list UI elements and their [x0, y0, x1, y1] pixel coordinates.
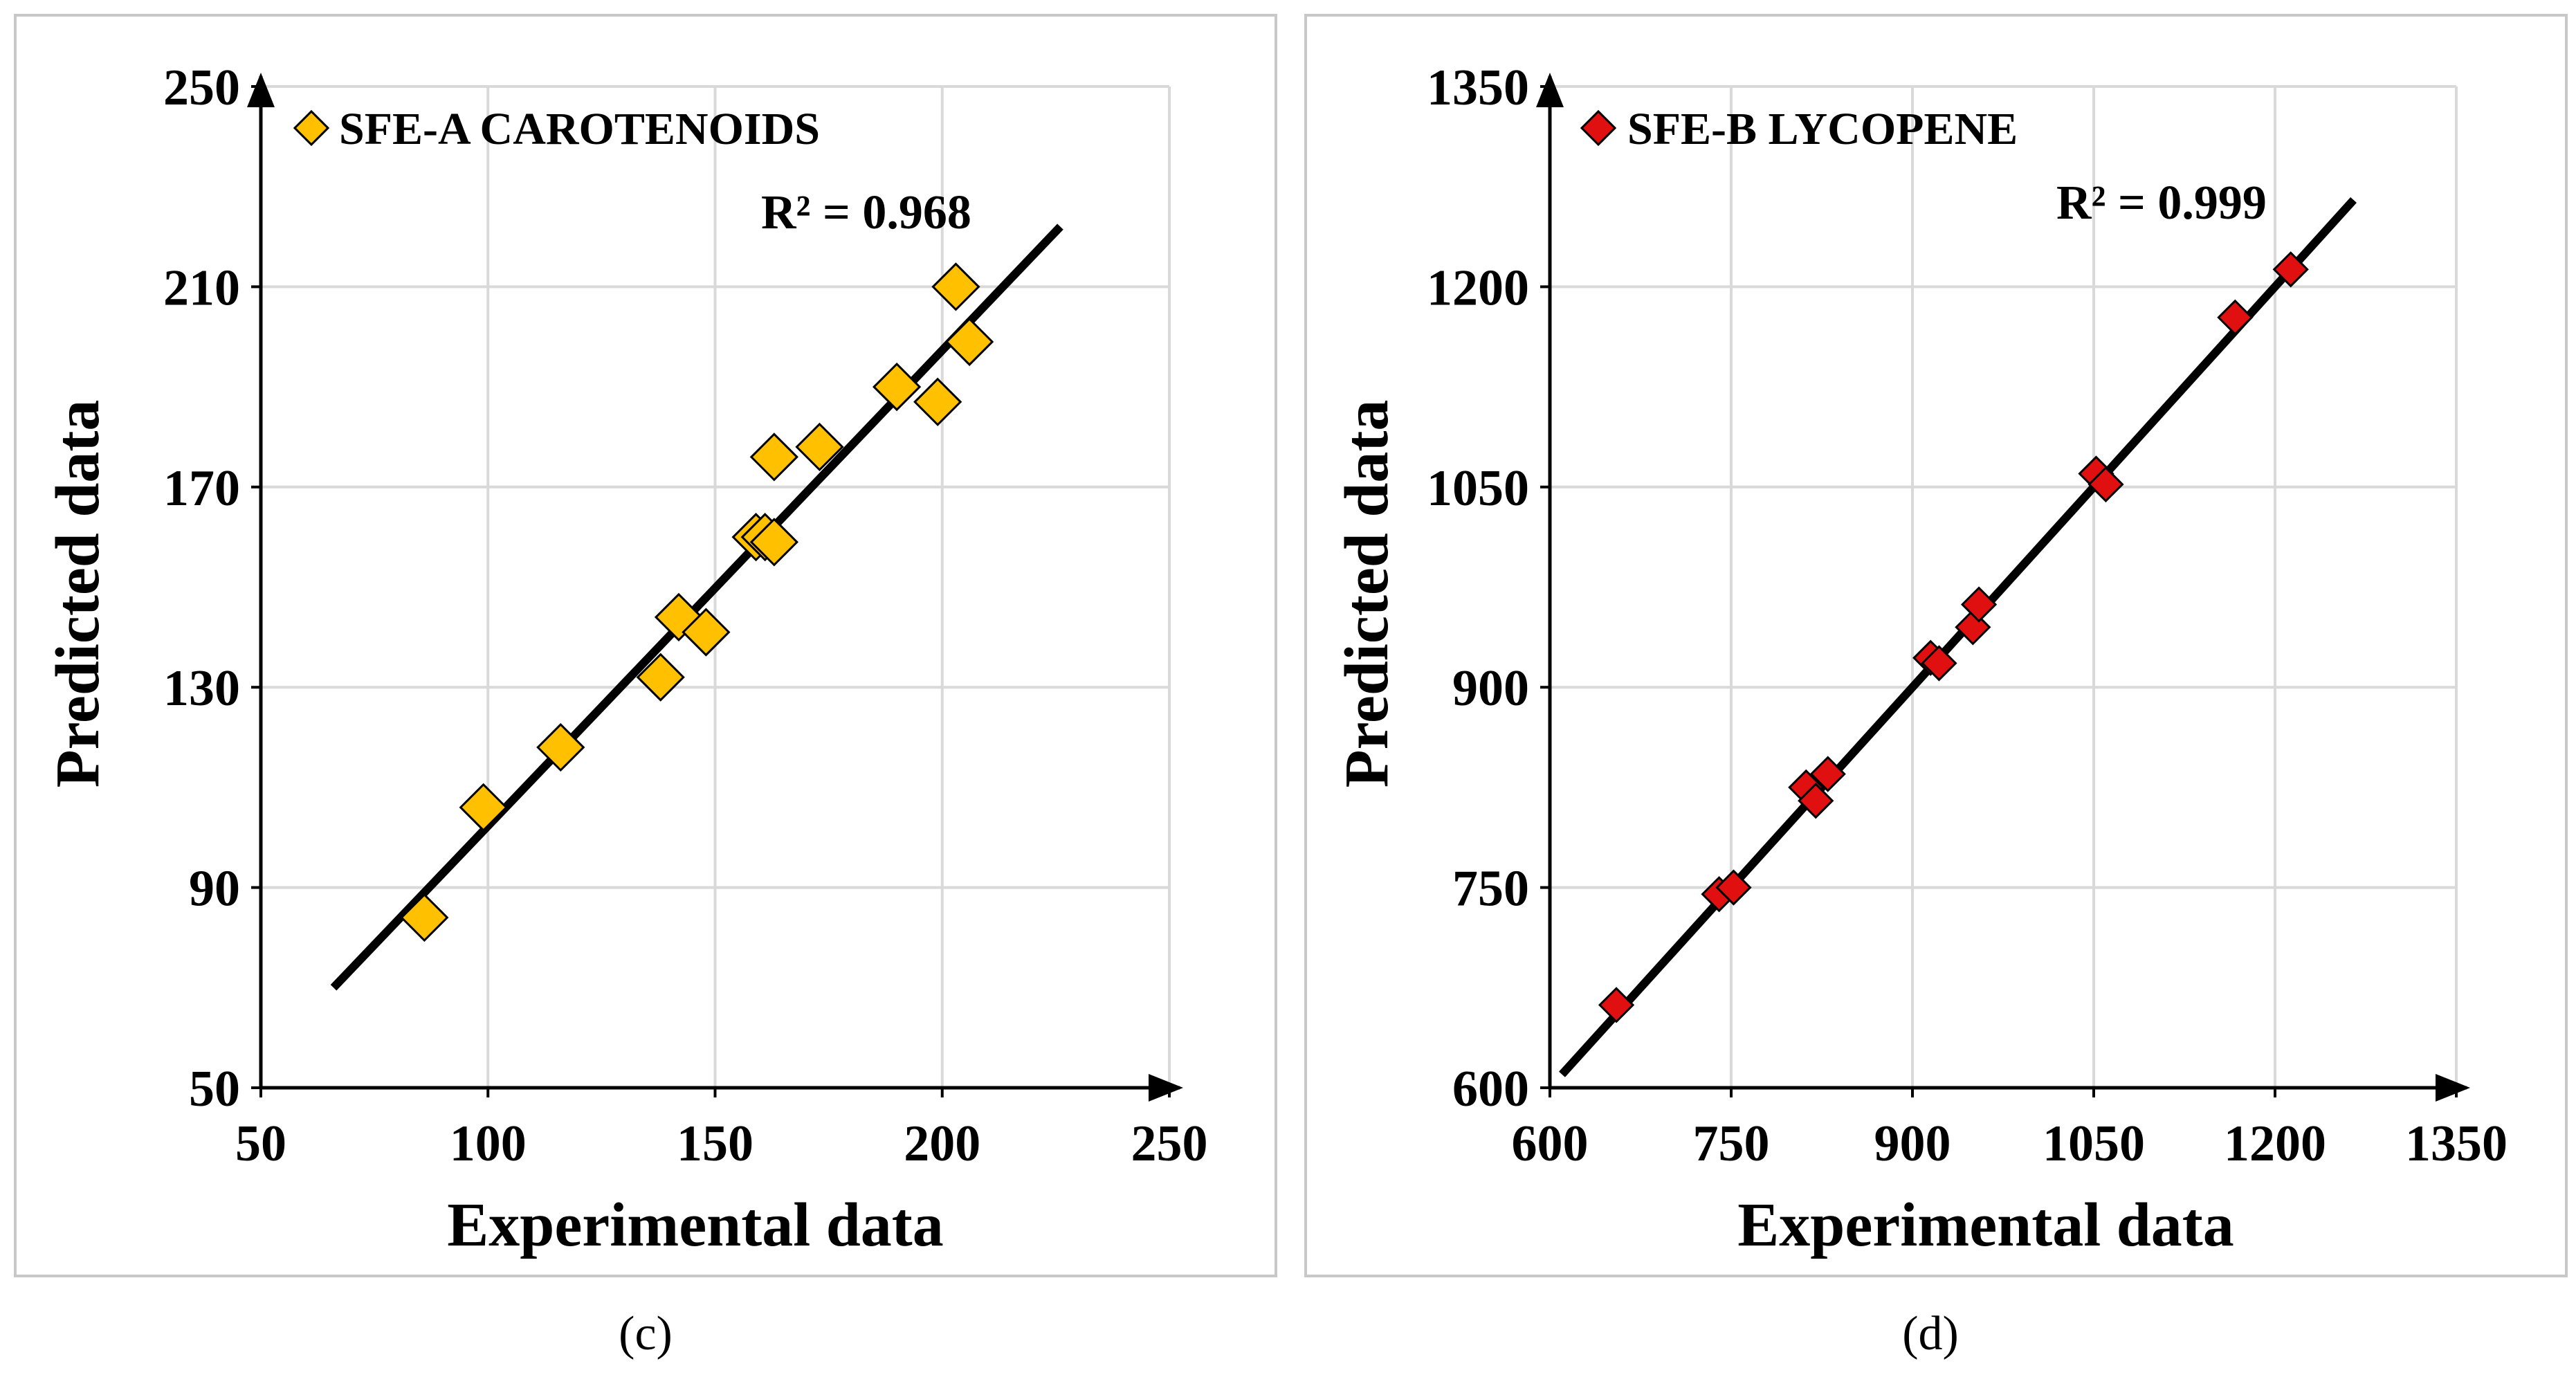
- panel-d-points: [1598, 251, 2309, 1023]
- trend-line: [1559, 197, 2357, 1077]
- panel-c-legend: SFE-A CAROTENOIDS: [293, 104, 820, 154]
- x-tick-label: 1200: [2224, 1115, 2326, 1172]
- legend-marker: [1580, 109, 1617, 147]
- panel-caption: (d): [1902, 1307, 1959, 1360]
- data-point: [1798, 783, 1834, 819]
- data-point: [1598, 987, 1635, 1023]
- x-axis-label: Experimental data: [447, 1191, 943, 1259]
- y-tick-label: 900: [1452, 660, 1529, 717]
- data-point: [1960, 586, 1998, 623]
- legend-label: SFE-B LYCOPENE: [1627, 104, 2018, 154]
- panel-d-legend: SFE-B LYCOPENE: [1580, 104, 2018, 154]
- y-axis-label: Predicted data: [44, 400, 112, 788]
- x-tick-label: 100: [450, 1115, 527, 1172]
- panel-d-tick-labels: 600 750 900 1050 1200 1350 600 750 900 1050 1200 13…: [1427, 60, 2508, 1172]
- y-tick-label: 50: [189, 1061, 240, 1118]
- data-point: [913, 377, 962, 426]
- y-tick-label: 170: [163, 460, 240, 517]
- data-point: [795, 422, 844, 472]
- x-tick-label: 1050: [2043, 1115, 2145, 1172]
- x-tick-label: 900: [1874, 1115, 1951, 1172]
- x-tick-label: 600: [1512, 1115, 1589, 1172]
- panel-d: 600 750 900 1050 1200 1350 600 750 900 1050 1200 13…: [1333, 60, 2508, 1360]
- data-point: [2088, 466, 2124, 503]
- panel-d-gridlines: [1550, 85, 2458, 1088]
- panel-d-axes: [1536, 73, 2470, 1102]
- panel-c-points: [400, 262, 994, 942]
- x-tick-label: 1350: [2405, 1115, 2508, 1172]
- x-tick-label: 200: [904, 1115, 980, 1172]
- y-tick-label: 1350: [1427, 60, 1529, 116]
- data-point: [459, 783, 508, 832]
- data-point: [2217, 299, 2254, 336]
- data-point: [931, 262, 980, 311]
- x-axis-label: Experimental data: [1737, 1191, 2234, 1259]
- panel-c-axes: [247, 73, 1183, 1102]
- panel-c: 50 100 150 200 250 50 90 130 170 210 250 SFE-A CAR…: [44, 60, 1208, 1360]
- legend-label: SFE-A CAROTENOIDS: [339, 104, 820, 154]
- y-tick-label: 750: [1452, 861, 1529, 918]
- r-squared-label: R² = 0.999: [2056, 176, 2267, 230]
- y-tick-label: 250: [163, 60, 240, 116]
- x-tick-label: 50: [235, 1115, 286, 1172]
- data-point: [2272, 251, 2309, 288]
- y-tick-label: 1200: [1427, 259, 1529, 316]
- panel-caption: (c): [619, 1307, 673, 1360]
- y-tick-label: 130: [163, 660, 240, 717]
- panel-c-tick-labels: 50 100 150 200 250 50 90 130 170 210 250: [163, 60, 1208, 1172]
- trend-line: [330, 224, 1063, 991]
- panel-d-fit-line: [1559, 197, 2357, 1077]
- legend-marker: [293, 109, 330, 147]
- data-point: [1921, 645, 1957, 682]
- data-point: [945, 317, 994, 367]
- data-point: [400, 893, 449, 942]
- x-tick-label: 250: [1131, 1115, 1208, 1172]
- r-squared-label: R² = 0.968: [761, 186, 971, 239]
- x-tick-label: 750: [1693, 1115, 1770, 1172]
- y-tick-label: 90: [189, 861, 240, 918]
- data-point: [749, 432, 798, 482]
- y-tick-label: 1050: [1427, 460, 1529, 517]
- data-point: [872, 362, 922, 412]
- x-tick-label: 150: [677, 1115, 753, 1172]
- data-point: [682, 608, 731, 657]
- panel-c-frame: [14, 14, 1277, 1277]
- panel-c-fit-line: [330, 224, 1063, 991]
- y-tick-label: 600: [1452, 1061, 1529, 1118]
- data-point: [1809, 756, 1846, 792]
- data-point: [749, 518, 798, 567]
- data-point: [1715, 869, 1752, 906]
- y-axis-label: Predicted data: [1333, 400, 1401, 788]
- data-point: [636, 653, 685, 702]
- y-tick-label: 210: [163, 259, 240, 316]
- data-point: [536, 722, 585, 772]
- panel-d-frame: [1304, 14, 2568, 1277]
- panel-c-gridlines: [261, 85, 1171, 1088]
